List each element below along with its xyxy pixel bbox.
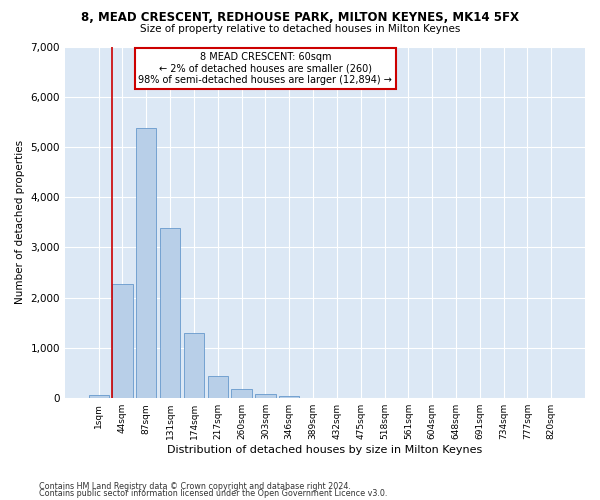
- Bar: [279, 396, 299, 398]
- Bar: [89, 396, 109, 398]
- Text: Size of property relative to detached houses in Milton Keynes: Size of property relative to detached ho…: [140, 24, 460, 34]
- Bar: [112, 284, 133, 398]
- Y-axis label: Number of detached properties: Number of detached properties: [15, 140, 25, 304]
- Text: Contains HM Land Registry data © Crown copyright and database right 2024.: Contains HM Land Registry data © Crown c…: [39, 482, 351, 491]
- Text: 8 MEAD CRESCENT: 60sqm
← 2% of detached houses are smaller (260)
98% of semi-det: 8 MEAD CRESCENT: 60sqm ← 2% of detached …: [139, 52, 392, 84]
- Bar: [184, 334, 204, 398]
- Bar: [160, 228, 180, 398]
- Bar: [232, 390, 252, 398]
- Text: Contains public sector information licensed under the Open Government Licence v3: Contains public sector information licen…: [39, 490, 388, 498]
- Text: 8, MEAD CRESCENT, REDHOUSE PARK, MILTON KEYNES, MK14 5FX: 8, MEAD CRESCENT, REDHOUSE PARK, MILTON …: [81, 11, 519, 24]
- Bar: [208, 376, 228, 398]
- X-axis label: Distribution of detached houses by size in Milton Keynes: Distribution of detached houses by size …: [167, 445, 482, 455]
- Bar: [255, 394, 275, 398]
- Bar: [136, 128, 157, 398]
